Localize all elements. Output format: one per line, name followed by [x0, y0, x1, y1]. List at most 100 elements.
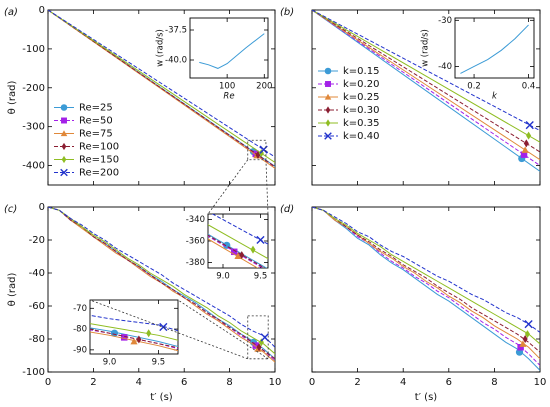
marker	[325, 106, 331, 114]
inset-x-label: k	[492, 92, 498, 102]
x-axis-label: t′ (s)	[415, 392, 437, 403]
zoom-connector	[207, 159, 249, 215]
marker	[130, 337, 138, 345]
series-line	[312, 10, 540, 161]
marker	[252, 342, 259, 349]
y-tick-label: -80	[73, 325, 87, 335]
series-line	[48, 10, 275, 163]
series-group	[312, 207, 540, 371]
legend-label: k=0.15	[343, 66, 379, 77]
marker	[256, 235, 265, 245]
legend-label: Re=25	[79, 103, 113, 114]
x-tick-label: 9.0	[103, 358, 117, 368]
series-group	[312, 10, 540, 172]
legend-label: k=0.35	[343, 118, 379, 129]
y-tick-label: -30	[438, 16, 452, 26]
panel-label: (a)	[4, 7, 18, 18]
zoom-connector	[177, 299, 269, 360]
y-tick-label: -40	[438, 62, 452, 72]
plot-frame	[189, 17, 269, 79]
x-tick-label: 4	[400, 377, 406, 388]
x-tick-label: 2	[90, 377, 96, 388]
marker	[61, 142, 67, 151]
x-tick-label: 100	[219, 82, 235, 92]
marker	[61, 117, 67, 124]
y-tick-label: -90	[73, 345, 87, 355]
series-line	[312, 10, 540, 131]
zoom-connector	[89, 299, 248, 360]
series-line	[312, 207, 540, 371]
marker	[159, 322, 168, 332]
inset-line	[460, 24, 529, 74]
x-tick-label: 6	[181, 377, 187, 388]
inset-x-label: Re	[223, 92, 234, 102]
y-tick-label: -40	[29, 268, 45, 279]
marker	[523, 139, 529, 148]
y-tick-label: -380	[186, 258, 205, 268]
legend-label: k=0.40	[343, 131, 379, 142]
legend-label: k=0.20	[343, 79, 379, 90]
plot-frame	[454, 17, 535, 79]
x-tick-label: 8	[226, 377, 232, 388]
marker	[522, 335, 528, 343]
x-tick-label: 9.5	[152, 358, 166, 368]
series-line	[48, 10, 275, 169]
x-tick-label: 10	[534, 377, 547, 388]
series-line	[312, 10, 540, 166]
series-group	[48, 10, 275, 169]
y-tick-label: -70	[73, 304, 87, 314]
y-tick-label: -100	[22, 44, 45, 55]
marker	[60, 168, 68, 177]
marker	[60, 130, 68, 137]
marker	[525, 121, 534, 130]
series-line	[312, 10, 540, 153]
series-line	[48, 207, 275, 355]
marker	[136, 335, 142, 344]
x-tick-label: 8	[491, 377, 497, 388]
series-group	[208, 214, 268, 268]
y-tick-label: -400	[22, 161, 45, 172]
marker	[325, 119, 331, 127]
marker	[520, 151, 528, 158]
marker	[519, 340, 527, 347]
y-tick-label: 0	[39, 202, 45, 213]
panel-label: (b)	[280, 7, 294, 18]
x-tick-label: 2	[354, 377, 360, 388]
x-tick-label: 9.0	[216, 272, 230, 282]
marker	[234, 252, 242, 259]
marker	[521, 146, 529, 153]
legend-label: Re=75	[79, 129, 113, 140]
marker	[231, 248, 238, 256]
series-line	[48, 207, 275, 363]
x-tick-label: 10	[269, 377, 282, 388]
series-line	[48, 10, 275, 158]
y-tick-label: -37.5	[165, 26, 187, 36]
y-axis-label: θ (rad)	[7, 81, 18, 115]
legend-label: Re=200	[79, 168, 119, 179]
zoom-connector	[265, 159, 269, 215]
x-tick-label: 0	[45, 377, 51, 388]
legend-label: k=0.25	[343, 92, 379, 103]
legend-label: Re=50	[79, 116, 113, 127]
legend-label: k=0.30	[343, 105, 379, 116]
series-group	[48, 207, 275, 363]
marker	[524, 330, 530, 339]
marker	[524, 320, 533, 329]
y-tick-label: -40.0	[165, 56, 187, 66]
marker	[325, 81, 331, 87]
series-group	[90, 314, 178, 352]
marker	[324, 67, 332, 75]
inset-y-label: w (rad/s)	[156, 29, 166, 67]
panel-label: (c)	[4, 204, 17, 215]
y-tick-label: -60	[29, 301, 45, 312]
x-tick-label: 9.5	[254, 272, 268, 282]
marker	[146, 329, 152, 338]
x-tick-label: 6	[446, 377, 452, 388]
inset-y-label: w (rad/s)	[421, 29, 431, 67]
plot-frame	[311, 206, 541, 373]
marker	[324, 93, 332, 100]
panel-label: (d)	[280, 204, 294, 215]
y-axis-label: θ (rad)	[7, 273, 18, 307]
y-tick-label: -100	[22, 367, 45, 378]
